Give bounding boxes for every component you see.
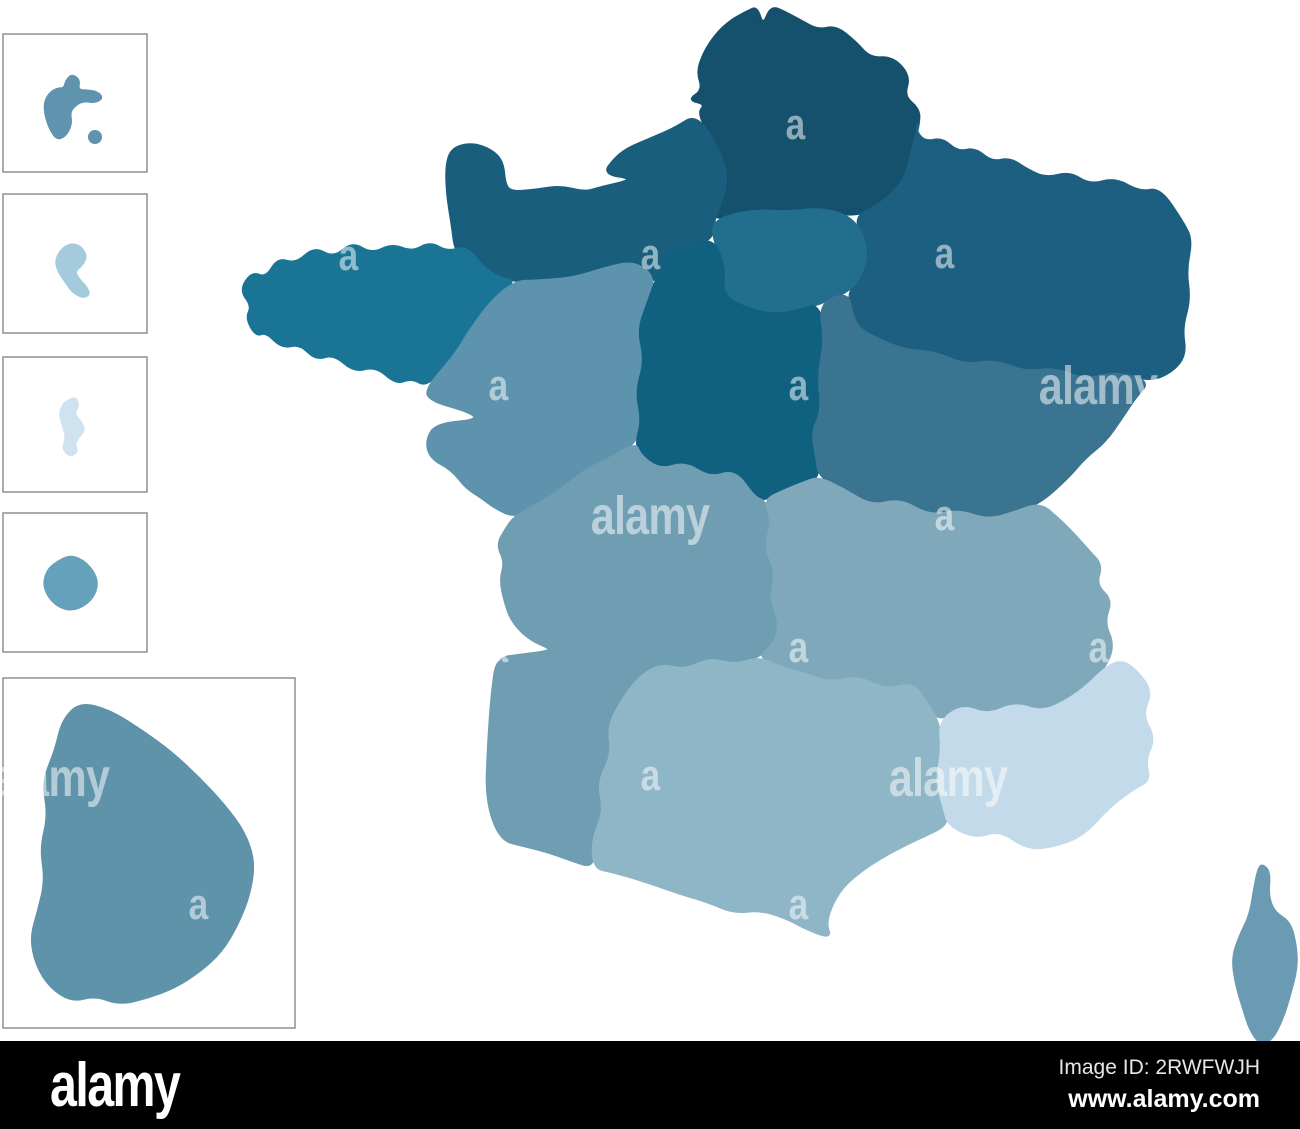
- footer-info: Image ID: 2RWFWJH www.alamy.com: [1059, 1053, 1260, 1117]
- inset-guyane: [2, 677, 296, 1029]
- region-provence-alpes-cote-d-azur: [936, 661, 1154, 850]
- inset-box-reunion: [2, 512, 148, 653]
- inset-shape-guyane: [30, 704, 255, 1004]
- alamy-logo: alamy: [50, 1051, 181, 1120]
- inset-shape-martinique: [55, 243, 90, 298]
- region-corse: [1232, 864, 1298, 1044]
- inset-guadeloupe: [2, 33, 148, 173]
- region-bourgogne-franche-comte: [812, 294, 1146, 519]
- inset-mayotte: [2, 356, 148, 493]
- footer-bar: alamy Image ID: 2RWFWJH www.alamy.com: [0, 1041, 1300, 1129]
- inset-reunion: [2, 512, 148, 653]
- alamy-url-text: www.alamy.com: [1068, 1085, 1260, 1114]
- inset-islet-guadeloupe: [88, 130, 102, 144]
- inset-martinique: [2, 193, 148, 334]
- region-centre-val-de-loire: [636, 240, 825, 501]
- inset-shape-reunion: [43, 555, 98, 611]
- region-occitanie: [591, 658, 948, 937]
- inset-shape-guadeloupe: [43, 74, 103, 140]
- inset-shape-mayotte: [59, 397, 85, 457]
- image-id-text: Image ID: 2RWFWJH: [1058, 1056, 1260, 1079]
